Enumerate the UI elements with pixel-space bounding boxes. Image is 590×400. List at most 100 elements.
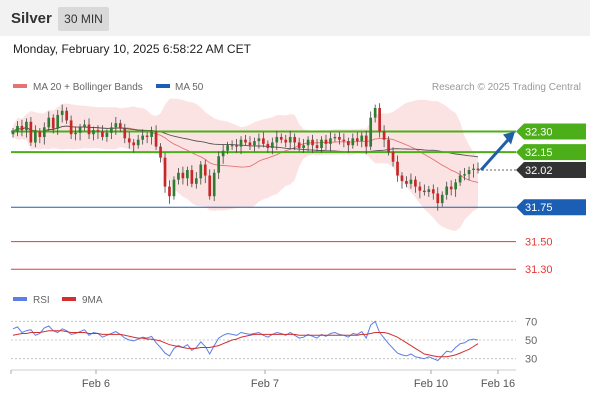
- price-tag: [516, 162, 586, 179]
- candle-body: [83, 124, 86, 128]
- candle-body: [199, 164, 203, 179]
- rsi-line: [12, 320, 479, 362]
- level-tag-label: 32.30: [525, 126, 553, 138]
- candle-body: [118, 123, 122, 129]
- candle-body: [154, 131, 158, 147]
- candle-body: [396, 161, 399, 176]
- candle-body: [440, 194, 444, 204]
- candle-body: [329, 138, 332, 144]
- candle-body: [427, 189, 431, 193]
- candle-body: [253, 141, 256, 146]
- candle-body: [454, 182, 457, 190]
- candle-body: [311, 139, 314, 146]
- candle-body: [270, 142, 274, 148]
- candle-body: [60, 110, 64, 115]
- level-tag: [516, 144, 586, 161]
- candle-body: [338, 136, 341, 140]
- candle-body: [445, 186, 449, 195]
- candle-body: [458, 175, 462, 183]
- candle-body: [38, 131, 42, 137]
- rsi-ma-legend-label: 9MA: [82, 295, 103, 306]
- candle-body: [159, 146, 162, 158]
- candle-body: [436, 193, 440, 204]
- candle-body: [360, 135, 364, 142]
- candle-body: [221, 150, 225, 157]
- candle-body: [29, 121, 33, 143]
- candle-body: [217, 156, 221, 173]
- candle-body: [409, 179, 413, 184]
- candle-body: [293, 136, 297, 143]
- candle-body: [25, 121, 28, 131]
- bollinger-band: [13, 98, 478, 231]
- candle-body: [324, 139, 328, 144]
- candle-body: [65, 110, 68, 121]
- candle-body: [266, 143, 270, 148]
- header-bar: Silver 30 MIN: [0, 0, 590, 36]
- level-tag: [516, 123, 586, 140]
- candle-body: [476, 168, 480, 171]
- forecast-arrow-shaft: [479, 134, 514, 172]
- rsi-ma-line: [12, 330, 479, 358]
- candle-body: [257, 138, 261, 142]
- candle-body: [114, 123, 118, 128]
- ma20-legend-swatch: [13, 84, 27, 88]
- candle-body: [145, 135, 149, 137]
- candle-body: [56, 114, 60, 129]
- candle-body: [449, 186, 453, 190]
- candle-body: [297, 142, 301, 148]
- candle-body: [235, 145, 238, 147]
- level-label: 31.50: [525, 237, 553, 249]
- candle-body: [405, 181, 408, 184]
- candle-body: [346, 141, 350, 146]
- candle-body: [42, 127, 46, 137]
- rsi-plot: 70 50 30: [11, 316, 537, 366]
- ma20-legend-label: MA 20 + Bollinger Bands: [33, 82, 143, 93]
- candle-body: [11, 131, 15, 135]
- candle-body: [69, 120, 73, 135]
- candle-body: [355, 138, 359, 142]
- level-tag-label: 31.75: [525, 202, 553, 214]
- candle-body: [275, 136, 279, 143]
- level-tag-label: 32.15: [525, 147, 553, 159]
- candle-body: [472, 168, 475, 171]
- candle-body: [302, 145, 305, 148]
- axis-tick-label: Feb 16: [481, 378, 515, 390]
- candle-body: [47, 117, 51, 128]
- forecast-arrow-head: [503, 131, 515, 145]
- candle-body: [194, 178, 198, 184]
- candle-body: [132, 142, 136, 146]
- candle-body: [239, 139, 243, 147]
- candle-body: [123, 128, 127, 139]
- candle-body: [127, 138, 131, 143]
- rsi-legend-label: RSI: [33, 295, 50, 306]
- candle-body: [387, 139, 390, 153]
- ma50-legend-swatch: [156, 84, 170, 88]
- candle-body: [467, 170, 471, 175]
- axis-tick-label: Feb 10: [414, 378, 448, 390]
- instrument-title: Silver: [11, 10, 52, 27]
- rsi-level-label: 70: [525, 316, 537, 328]
- candle-body: [74, 132, 77, 135]
- candle-body: [248, 142, 252, 146]
- candle-body: [163, 157, 167, 187]
- candle-body: [369, 117, 373, 147]
- candle-body: [306, 139, 310, 146]
- candle-body: [51, 117, 55, 129]
- interval-button[interactable]: 30 MIN: [58, 7, 109, 31]
- candle-body: [391, 152, 395, 162]
- rsi-ma-legend-swatch: [62, 297, 76, 301]
- candle-body: [226, 145, 229, 151]
- candle-body: [315, 145, 319, 148]
- rsi-level-label: 30: [525, 354, 537, 366]
- candle-body: [373, 108, 377, 118]
- candle-body: [92, 130, 95, 135]
- ma50-legend-label: MA 50: [175, 82, 204, 93]
- candle-body: [418, 186, 422, 191]
- candle-body: [364, 135, 368, 147]
- candle-body: [181, 172, 185, 179]
- candle-body: [230, 145, 234, 147]
- candle-body: [203, 164, 207, 176]
- candle-body: [101, 131, 104, 137]
- candle-body: [141, 135, 145, 140]
- candle-body: [177, 172, 180, 180]
